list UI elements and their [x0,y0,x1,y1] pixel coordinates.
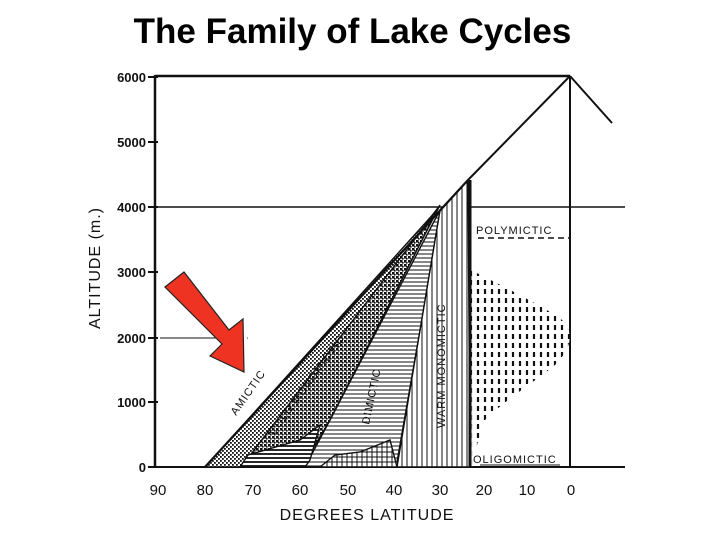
zone-regions [203,178,570,468]
y-axis-label: ALTITUDE (m.) [87,207,104,329]
x-tick-30: 30 [432,482,449,499]
y-tick-6000: 6000 [117,70,146,85]
y-axis [148,76,158,468]
y-tick-4000: 4000 [117,200,146,215]
x-tick-70: 70 [245,482,262,499]
x-tick-60: 60 [292,482,309,499]
lowland-grid-band [318,439,398,468]
x-tick-50: 50 [340,482,357,499]
boundary-lines [204,75,571,468]
y-tick-2000: 2000 [117,331,146,346]
lowland-hatch-band [238,423,322,468]
y-tick-3000: 3000 [117,265,146,280]
y-tick-1000: 1000 [117,395,146,410]
zone-label-polymictic: POLYMICTIC [476,225,552,237]
oligomictic-region [471,270,570,467]
x-tick-40: 40 [386,482,403,499]
x-tick-10: 10 [519,482,536,499]
y-tick-5000: 5000 [117,135,146,150]
x-tick-80: 80 [197,482,214,499]
zone-label-warm-monomictic: WARM MONOMICTIC [436,303,448,428]
arrow-pointer-icon [164,271,245,373]
y-tick-0: 0 [139,460,146,475]
x-tick-20: 20 [476,482,493,499]
page-title: The Family of Lake Cycles [133,12,572,51]
zone-label-oligomictic: OLIGOMICTIC [473,454,557,466]
x-tick-0: 0 [567,482,575,499]
x-axis-label: DEGREES LATITUDE [280,507,455,524]
x-tick-90: 90 [150,482,167,499]
